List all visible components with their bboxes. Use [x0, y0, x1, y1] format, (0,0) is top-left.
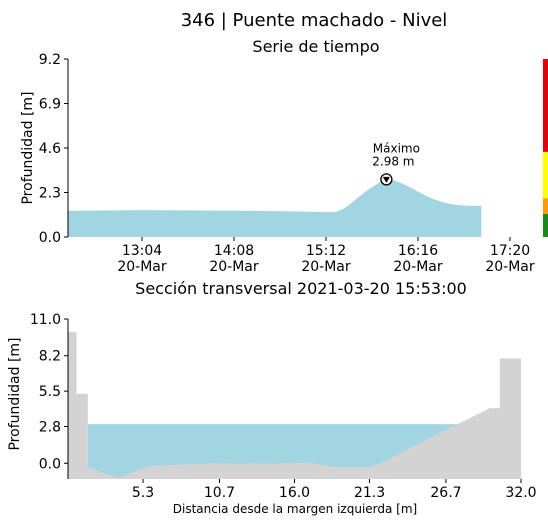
- riverbed-ground-area: [68, 332, 521, 479]
- cross-section-y-axis: 0.0 2.8 5.5 8.2 11.0: [30, 312, 68, 472]
- cross-section-x-axis: 5.3 10.7 16.0 21.3 26.7 32.0: [132, 479, 537, 501]
- x-tick-label: 5.3: [132, 485, 154, 501]
- time-series-x-axis: 13:0420-Mar14:0820-Mar15:1220-Mar16:1620…: [117, 237, 535, 275]
- down-triangle-icon: [382, 176, 390, 183]
- x-tick-date: 20-Mar: [485, 259, 535, 275]
- water-level-area: [68, 179, 482, 237]
- alert-level-segment: [543, 213, 548, 237]
- maximum-annotation: Máximo 2.98 m: [372, 141, 420, 186]
- x-tick-label: 32.0: [505, 485, 536, 501]
- x-tick-time: 15:12: [306, 243, 346, 259]
- cross-section-panel: Sección transversal 2021-03-20 15:53:00 …: [7, 279, 537, 516]
- alert-level-segment: [543, 198, 548, 214]
- x-tick-date: 20-Mar: [117, 259, 167, 275]
- x-tick-label: 10.7: [204, 485, 235, 501]
- y-tick-label: 6.9: [39, 97, 61, 113]
- alert-level-segment: [543, 151, 548, 199]
- alert-level-segment: [543, 59, 548, 152]
- y-tick-label: 2.3: [39, 186, 61, 202]
- x-tick-label: 16.0: [279, 485, 310, 501]
- figure-title: 346 | Puente machado - Nivel: [181, 10, 448, 31]
- cross-section-xlabel: Distancia desde la margen izquierda [m]: [173, 502, 417, 516]
- x-tick-time: 14:08: [214, 243, 254, 259]
- maximum-label: Máximo: [373, 141, 420, 155]
- y-tick-label: 9.2: [39, 52, 61, 68]
- time-series-panel: Serie de tiempo Profundidad [m] 0.0 2.3 4.…: [20, 37, 548, 275]
- time-series-title: Serie de tiempo: [252, 37, 379, 56]
- x-tick-date: 20-Mar: [393, 259, 443, 275]
- cross-section-ylabel: Profundidad [m]: [7, 337, 23, 450]
- x-tick-date: 20-Mar: [209, 259, 259, 275]
- x-tick-date: 20-Mar: [301, 259, 351, 275]
- x-tick-label: 21.3: [354, 485, 385, 501]
- y-tick-label: 11.0: [30, 312, 61, 328]
- y-tick-label: 0.0: [39, 230, 61, 246]
- x-tick-time: 13:04: [122, 243, 162, 259]
- y-tick-label: 8.2: [39, 349, 61, 365]
- y-tick-label: 5.5: [39, 384, 61, 400]
- maximum-value: 2.98 m: [372, 154, 414, 168]
- x-tick-label: 26.7: [430, 485, 461, 501]
- y-tick-label: 2.8: [39, 420, 61, 436]
- time-series-y-axis: 0.0 2.3 4.6 6.9 9.2: [39, 52, 68, 246]
- y-tick-label: 4.6: [39, 141, 61, 157]
- alert-level-bar: [543, 59, 548, 237]
- y-tick-label: 0.0: [39, 456, 61, 472]
- x-tick-time: 16:16: [398, 243, 438, 259]
- time-series-ylabel: Profundidad [m]: [20, 91, 36, 204]
- cross-section-plot: [67, 319, 521, 479]
- cross-section-title: Sección transversal 2021-03-20 15:53:00: [135, 279, 467, 298]
- x-tick-time: 17:20: [490, 243, 530, 259]
